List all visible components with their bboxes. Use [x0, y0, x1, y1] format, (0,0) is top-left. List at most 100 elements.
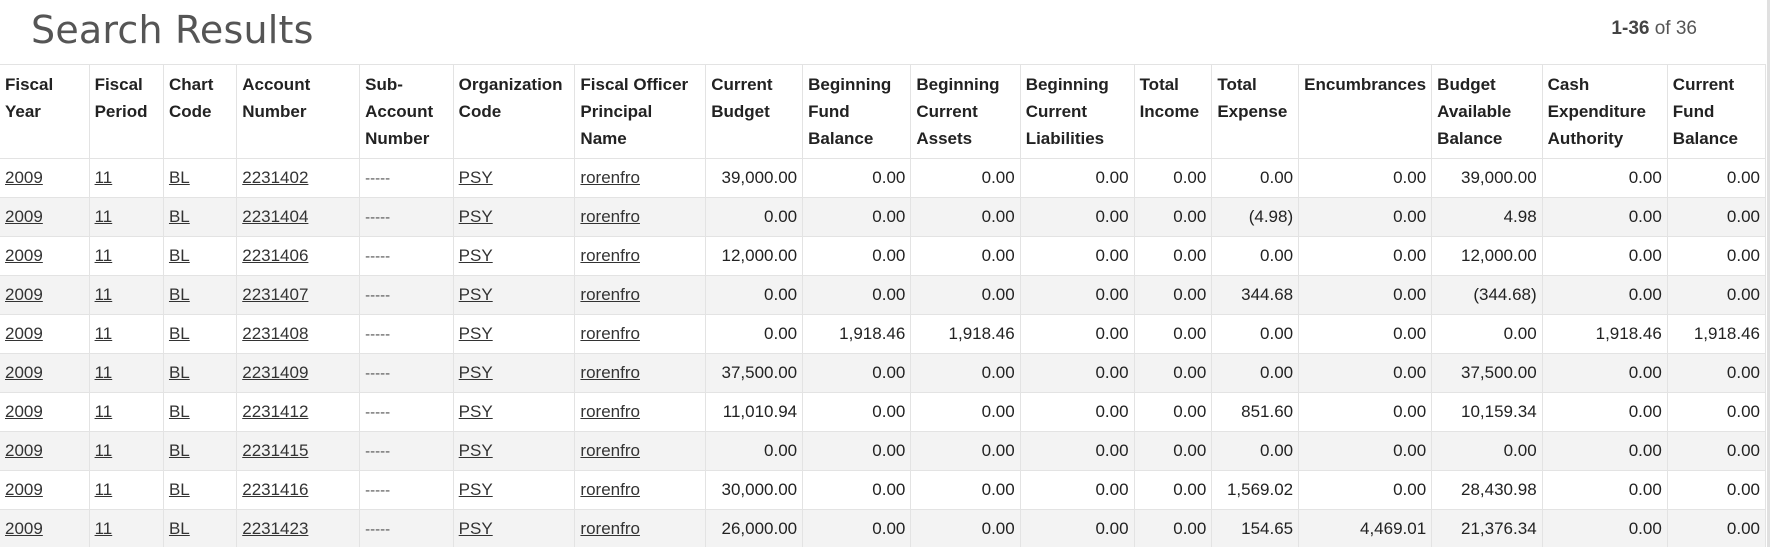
column-header-current-fund-balance[interactable]: Current Fund Balance: [1667, 64, 1767, 159]
account-number-link[interactable]: 2231407: [242, 285, 309, 304]
fiscal-period-link[interactable]: 11: [94, 480, 113, 499]
fiscal-officer-link[interactable]: rorenfro: [580, 285, 640, 304]
account-number-link[interactable]: 2231416: [242, 480, 309, 499]
organization-code-link[interactable]: PSY: [458, 207, 493, 226]
account-number-link[interactable]: 2231408: [242, 324, 309, 343]
column-header-total-income[interactable]: Total Income: [1134, 64, 1213, 159]
fiscal-year-link[interactable]: 2009: [5, 324, 43, 343]
chart-code-link[interactable]: BL: [168, 363, 190, 382]
column-header-sub-account-number[interactable]: Sub-Account Number: [359, 64, 454, 159]
account-number-link[interactable]: 2231415: [242, 441, 309, 460]
fiscal-officer-link[interactable]: rorenfro: [580, 246, 640, 265]
cell-fiscal-officer: rorenfro: [574, 470, 707, 510]
account-number-link[interactable]: 2231412: [242, 402, 309, 421]
chart-code-link[interactable]: BL: [168, 480, 190, 499]
organization-code-link[interactable]: PSY: [458, 519, 493, 538]
fiscal-period-link[interactable]: 11: [94, 285, 113, 304]
account-number-link[interactable]: 2231404: [242, 207, 309, 226]
cell-encumbrances: 0.00: [1298, 314, 1433, 354]
cell-sub-account-number: -----: [359, 392, 454, 432]
column-header-chart-code[interactable]: Chart Code: [163, 64, 238, 159]
account-number-link[interactable]: 2231402: [242, 168, 309, 187]
column-header-fiscal-year[interactable]: Fiscal Year: [0, 64, 90, 159]
cell-account-number: 2231408: [236, 314, 361, 354]
fiscal-period-link[interactable]: 11: [94, 168, 113, 187]
results-range: 1-36 of 36: [1611, 18, 1697, 40]
fiscal-officer-link[interactable]: rorenfro: [580, 207, 640, 226]
fiscal-year-link[interactable]: 2009: [5, 207, 43, 226]
cell-beginning-current-liabilities: 0.00: [1020, 314, 1135, 354]
organization-code-link[interactable]: PSY: [458, 363, 493, 382]
chart-code-link[interactable]: BL: [168, 402, 190, 421]
column-header-beginning-fund-balance[interactable]: Beginning Fund Balance: [802, 64, 912, 159]
column-header-beginning-current-liabilities[interactable]: Beginning Current Liabilities: [1020, 64, 1135, 159]
organization-code-link[interactable]: PSY: [458, 285, 493, 304]
fiscal-period-link[interactable]: 11: [94, 207, 113, 226]
organization-code-link[interactable]: PSY: [458, 168, 493, 187]
chart-code-link[interactable]: BL: [168, 441, 190, 460]
cell-beginning-fund-balance: 0.00: [802, 197, 912, 237]
fiscal-period-link[interactable]: 11: [94, 246, 113, 265]
fiscal-year-link[interactable]: 2009: [5, 402, 43, 421]
cell-fiscal-period: 11: [89, 509, 164, 547]
cell-total-expense: 154.65: [1211, 509, 1300, 547]
cell-beginning-current-assets: 0.00: [910, 158, 1021, 198]
column-header-cash-expenditure-authority[interactable]: Cash Expenditure Authority: [1542, 64, 1668, 159]
fiscal-year-link[interactable]: 2009: [5, 363, 43, 382]
fiscal-period-link[interactable]: 11: [94, 519, 113, 538]
cell-sub-account-number: -----: [359, 470, 454, 510]
organization-code-link[interactable]: PSY: [458, 246, 493, 265]
cell-encumbrances: 0.00: [1298, 197, 1433, 237]
column-header-organization-code[interactable]: Organization Code: [453, 64, 576, 159]
fiscal-officer-link[interactable]: rorenfro: [580, 402, 640, 421]
cell-current-budget: 37,500.00: [705, 353, 804, 393]
fiscal-period-link[interactable]: 11: [94, 441, 113, 460]
chart-code-link[interactable]: BL: [168, 168, 190, 187]
fiscal-officer-link[interactable]: rorenfro: [580, 168, 640, 187]
fiscal-year-link[interactable]: 2009: [5, 441, 43, 460]
cell-fiscal-year: 2009: [0, 431, 90, 471]
chart-code-link[interactable]: BL: [168, 519, 190, 538]
cell-beginning-current-liabilities: 0.00: [1020, 431, 1135, 471]
column-header-beginning-current-assets[interactable]: Beginning Current Assets: [910, 64, 1021, 159]
account-number-link[interactable]: 2231406: [242, 246, 309, 265]
chart-code-link[interactable]: BL: [168, 207, 190, 226]
organization-code-link[interactable]: PSY: [458, 402, 493, 421]
column-header-fiscal-period[interactable]: Fiscal Period: [89, 64, 164, 159]
fiscal-officer-link[interactable]: rorenfro: [580, 324, 640, 343]
organization-code-link[interactable]: PSY: [458, 441, 493, 460]
column-header-fiscal-officer[interactable]: Fiscal Officer Principal Name: [574, 64, 707, 159]
fiscal-officer-link[interactable]: rorenfro: [580, 519, 640, 538]
organization-code-link[interactable]: PSY: [458, 480, 493, 499]
fiscal-year-link[interactable]: 2009: [5, 285, 43, 304]
fiscal-period-link[interactable]: 11: [94, 324, 113, 343]
fiscal-year-link[interactable]: 2009: [5, 480, 43, 499]
cell-cash-expenditure-authority: 0.00: [1542, 470, 1668, 510]
vertical-scrollbar[interactable]: [1767, 0, 1770, 547]
column-header-account-number[interactable]: Account Number: [236, 64, 361, 159]
column-header-total-expense[interactable]: Total Expense: [1211, 64, 1300, 159]
column-header-current-budget[interactable]: Current Budget: [705, 64, 804, 159]
cell-fiscal-period: 11: [89, 353, 164, 393]
fiscal-period-link[interactable]: 11: [94, 363, 113, 382]
table-body: 2009 11 BL 2231402 ----- PSY rorenfro 39,000.00…: [0, 158, 1767, 547]
fiscal-officer-link[interactable]: rorenfro: [580, 441, 640, 460]
fiscal-officer-link[interactable]: rorenfro: [580, 363, 640, 382]
fiscal-year-link[interactable]: 2009: [5, 168, 43, 187]
account-number-link[interactable]: 2231423: [242, 519, 309, 538]
column-header-budget-available-balance[interactable]: Budget Available Balance: [1431, 64, 1543, 159]
chart-code-link[interactable]: BL: [168, 246, 190, 265]
page-title: Search Results: [31, 8, 314, 52]
cell-account-number: 2231406: [236, 236, 361, 276]
fiscal-year-link[interactable]: 2009: [5, 246, 43, 265]
fiscal-year-link[interactable]: 2009: [5, 519, 43, 538]
column-header-encumbrances[interactable]: Encumbrances: [1298, 64, 1433, 159]
chart-code-link[interactable]: BL: [168, 324, 190, 343]
fiscal-officer-link[interactable]: rorenfro: [580, 480, 640, 499]
cell-current-fund-balance: 0.00: [1667, 353, 1767, 393]
fiscal-period-link[interactable]: 11: [94, 402, 113, 421]
cell-encumbrances: 0.00: [1298, 431, 1433, 471]
organization-code-link[interactable]: PSY: [458, 324, 493, 343]
account-number-link[interactable]: 2231409: [242, 363, 309, 382]
chart-code-link[interactable]: BL: [168, 285, 190, 304]
